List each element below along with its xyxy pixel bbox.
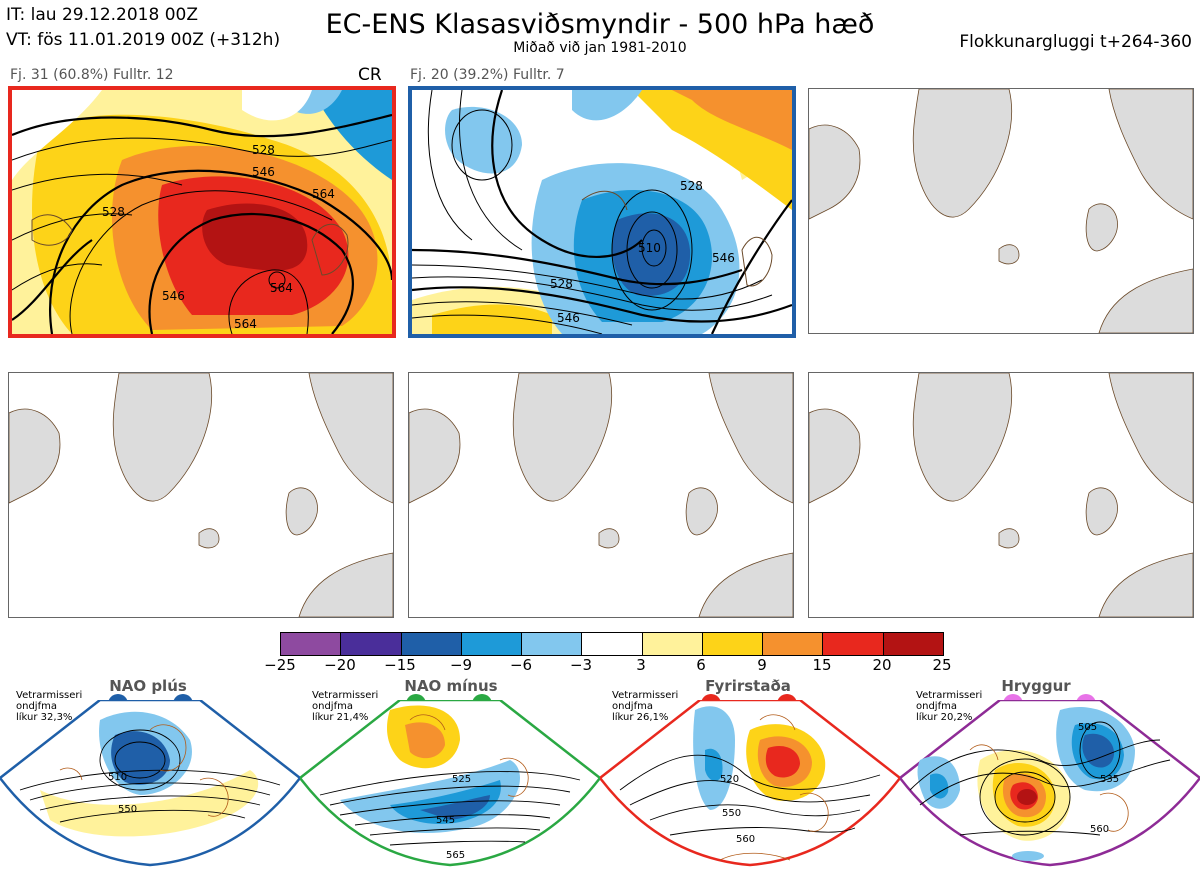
colorbar-swatch xyxy=(522,633,583,655)
regime-3-title: Fyrirstaða xyxy=(705,677,791,695)
colorbar-swatch xyxy=(642,633,703,655)
contour-label: 546 xyxy=(557,311,580,325)
page-subtitle: Miðað við jan 1981-2010 xyxy=(513,40,687,56)
contour-label: 520 xyxy=(720,774,739,785)
initial-time: IT: lau 29.12.2018 00Z xyxy=(6,5,198,25)
colorbar-tick: 20 xyxy=(872,656,892,674)
colorbar-swatch xyxy=(401,633,462,655)
contour-label: 546 xyxy=(162,289,185,303)
contour-label: 525 xyxy=(452,774,471,785)
empty-map-4 xyxy=(8,372,394,618)
valid-time: VT: fös 11.01.2019 00Z (+312h) xyxy=(6,30,281,50)
contour-label: 565 xyxy=(446,850,465,861)
colorbar-tick: −15 xyxy=(384,656,416,674)
empty-map-6 xyxy=(808,372,1194,618)
colorbar-tick: −6 xyxy=(509,656,533,674)
regime-2-title: NAO mínus xyxy=(404,677,498,695)
classification-window: Flokkunargluggi t+264-360 xyxy=(959,32,1192,52)
contour-label: 510 xyxy=(108,772,127,783)
colorbar-tick: −20 xyxy=(324,656,356,674)
base-map xyxy=(9,373,393,617)
colorbar-tick: 15 xyxy=(812,656,832,674)
cluster-map-1-canvas: 528 546 564 564 546 528 564 xyxy=(12,90,392,334)
colorbar-tick: 9 xyxy=(757,656,767,674)
empty-map-3 xyxy=(808,88,1194,334)
colorbar xyxy=(280,632,944,656)
base-map xyxy=(809,373,1193,617)
contour-label: 564 xyxy=(234,317,257,331)
colorbar-swatch xyxy=(763,633,824,655)
cluster-map-1: 528 546 564 564 546 528 564 xyxy=(8,86,396,338)
regime-2-note: Vetrarmisseri ondjfma líkur 21,4% xyxy=(312,690,379,723)
colorbar-swatch xyxy=(281,633,342,655)
base-map xyxy=(409,373,793,617)
contour-label: 528 xyxy=(680,179,703,193)
cluster-map-2: 510 528 546 546 528 xyxy=(408,86,796,338)
contour-label: 546 xyxy=(712,251,735,265)
colorbar-swatch xyxy=(461,633,523,655)
colorbar-tick: −3 xyxy=(569,656,593,674)
colorbar-tick: −9 xyxy=(449,656,473,674)
contour-label: 564 xyxy=(270,281,293,295)
contour-label: 550 xyxy=(118,804,137,815)
base-map xyxy=(809,89,1193,333)
contour-label: 550 xyxy=(722,808,741,819)
regime-1-map: 510 550 xyxy=(0,700,300,867)
regime-4-map: 505 535 560 xyxy=(900,700,1200,867)
contour-label: 564 xyxy=(312,187,335,201)
page-title: EC-ENS Klasasviðsmyndir - 500 hPa hæð xyxy=(325,9,875,40)
panel-2-label: Fj. 20 (39.2%) Fulltr. 7 xyxy=(410,67,565,83)
regime-3-note: Vetrarmisseri ondjfma líkur 26,1% xyxy=(612,690,679,723)
contour-label: 528 xyxy=(102,205,125,219)
regime-2-map: 525 545 565 xyxy=(300,700,600,867)
contour-label: 510 xyxy=(638,241,661,255)
contour-label: 528 xyxy=(252,143,275,157)
colorbar-tick: −25 xyxy=(264,656,296,674)
colorbar-swatch xyxy=(582,633,643,655)
regime-1-title: NAO plús xyxy=(109,677,187,695)
panel-1-tag: CR xyxy=(358,65,382,85)
colorbar-swatch xyxy=(823,633,884,655)
regime-1-note: Vetrarmisseri ondjfma líkur 32,3% xyxy=(16,690,83,723)
colorbar-tick: 3 xyxy=(636,656,646,674)
contour-label: 535 xyxy=(1100,774,1119,785)
regime-3-map: 520 550 560 xyxy=(600,700,900,867)
colorbar-swatch xyxy=(341,633,402,655)
regime-4-title: Hryggur xyxy=(1001,677,1071,695)
contour-label: 560 xyxy=(736,834,755,845)
colorbar-tick: 25 xyxy=(932,656,952,674)
contour-label: 546 xyxy=(252,165,275,179)
colorbar-swatch xyxy=(883,633,943,655)
contour-label: 560 xyxy=(1090,824,1109,835)
colorbar-tick: 6 xyxy=(696,656,706,674)
cluster-map-2-canvas: 510 528 546 546 528 xyxy=(412,90,792,334)
panel-1-label: Fj. 31 (60.8%) Fulltr. 12 xyxy=(10,67,174,83)
regime-4-note: Vetrarmisseri ondjfma líkur 20,2% xyxy=(916,690,983,723)
contour-label: 528 xyxy=(550,277,573,291)
contour-label: 545 xyxy=(436,815,455,826)
contour-label: 505 xyxy=(1078,722,1097,733)
colorbar-swatch xyxy=(702,633,764,655)
empty-map-5 xyxy=(408,372,794,618)
